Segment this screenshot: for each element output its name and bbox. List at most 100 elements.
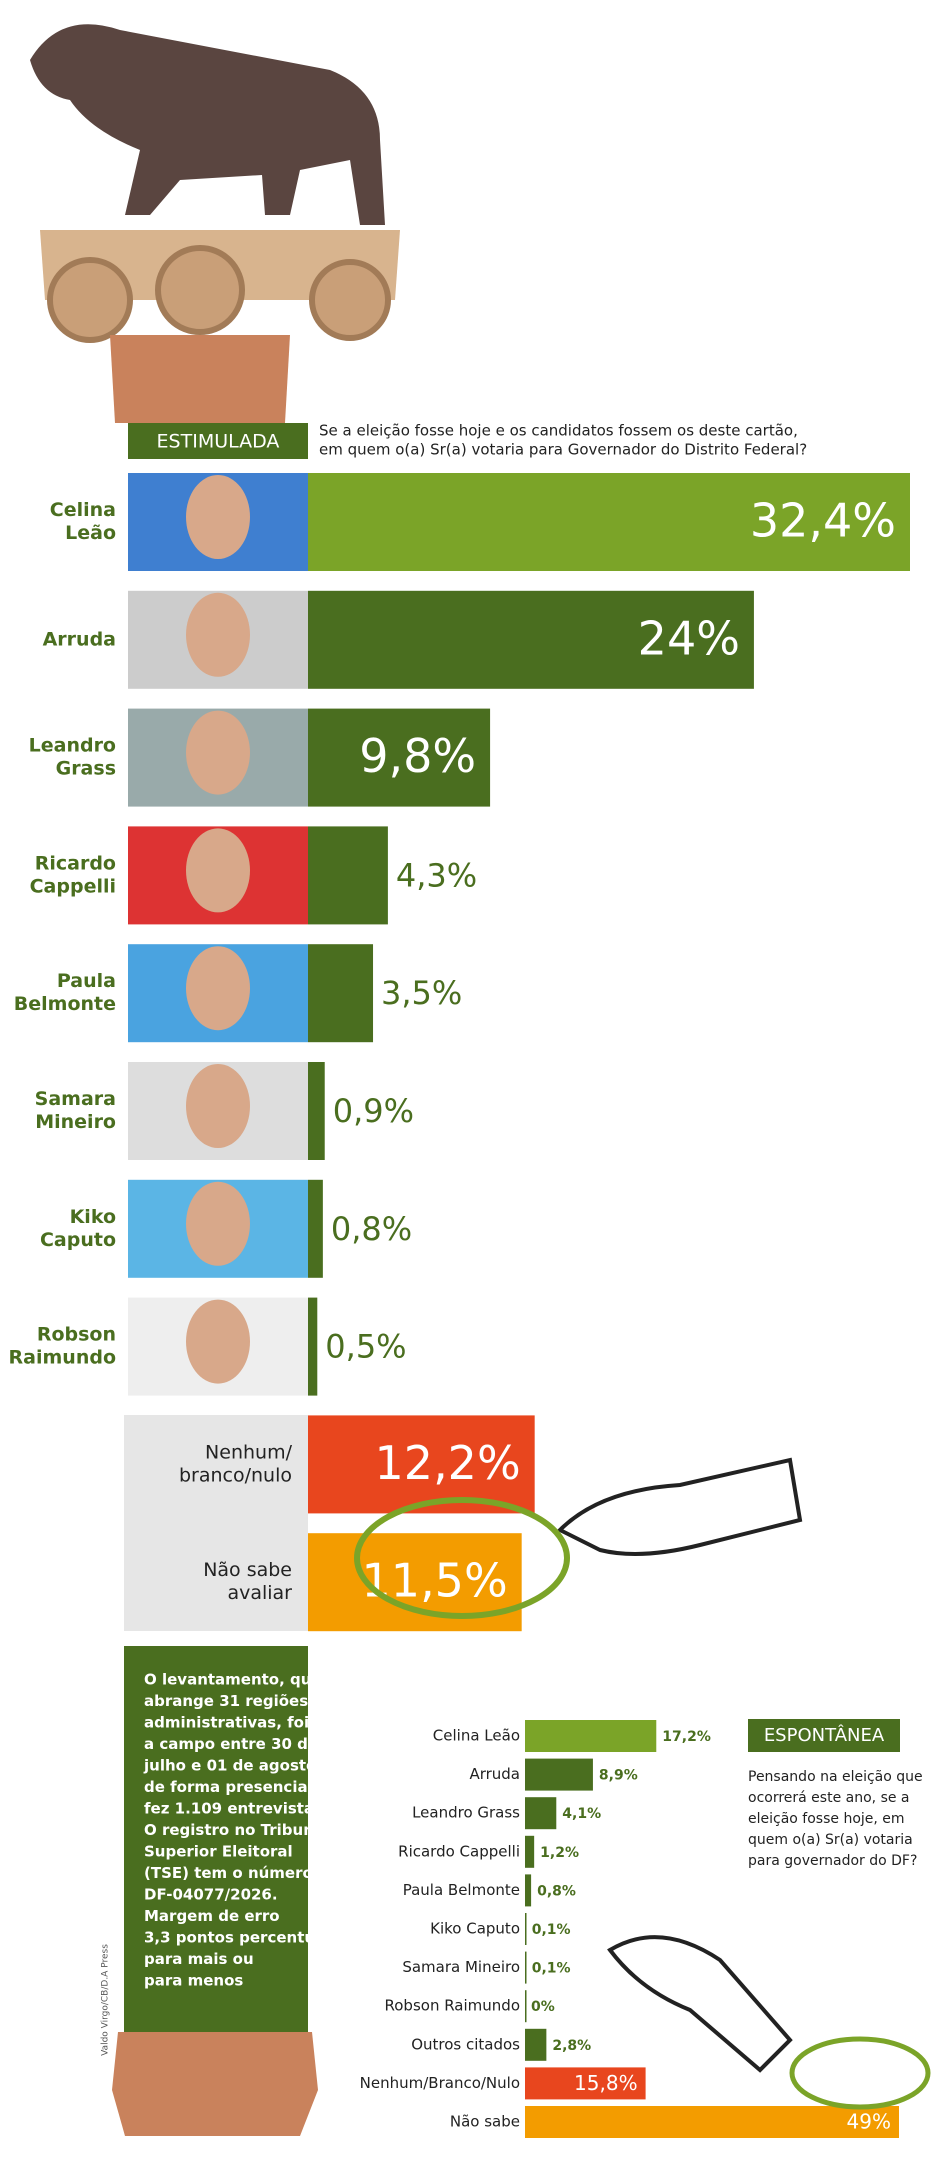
note-line: DF-04077/2026. — [144, 1886, 278, 1904]
highlight-circle — [354, 1497, 570, 1619]
value-label: 0,9% — [333, 1092, 414, 1130]
value-label: 0,5% — [325, 1328, 406, 1366]
value-label: 32,4% — [750, 494, 896, 548]
bar — [525, 1835, 535, 1868]
category-label: Belmonte — [14, 993, 116, 1015]
bar — [525, 1913, 527, 1945]
category-label: Celina — [50, 499, 116, 521]
category-label: Kiko Caputo — [430, 1920, 520, 1938]
bar — [308, 944, 374, 1043]
note-line: administrativas, foi — [144, 1714, 309, 1732]
value-label: 15,8% — [574, 2071, 638, 2095]
question: Pensando na eleição que — [748, 1769, 923, 1785]
category-label: Não sabe — [450, 2113, 520, 2131]
value-label: 49% — [847, 2110, 891, 2134]
credit: Valdo Virgo/CB/D.A Press — [101, 1944, 111, 2056]
question: Se a eleição fosse hoje e os candidatos … — [319, 422, 798, 440]
note-line: de forma presencial e — [144, 1778, 328, 1796]
category-label: Paula Belmonte — [403, 1881, 520, 1899]
tag-box — [128, 423, 308, 459]
tag-label: ESPONTÂNEA — [764, 1724, 885, 1746]
note-line: O levantamento, que — [144, 1671, 322, 1689]
value-label: 24% — [638, 611, 740, 665]
value-label: 0% — [531, 1999, 555, 2015]
value-label: 4,3% — [396, 856, 477, 894]
value-label: 1,2% — [540, 1845, 579, 1861]
tag-box — [748, 1719, 900, 1752]
category-label: Arruda — [43, 628, 116, 650]
category-label: Cappelli — [30, 875, 116, 897]
bar — [308, 1415, 535, 1514]
category-label: Leandro Grass — [412, 1804, 520, 1822]
value-label: 12,2% — [375, 1436, 521, 1490]
category-label: Ricardo — [35, 852, 116, 874]
bar — [308, 708, 491, 807]
value-label: 17,2% — [662, 1729, 711, 1745]
note-line: 3,3 pontos percentuais — [144, 1929, 339, 1947]
category-label: Caputo — [40, 1229, 116, 1251]
photo-face — [186, 1181, 250, 1266]
note-box — [124, 1646, 308, 2032]
value-label: 2,8% — [552, 2038, 591, 2054]
bar — [525, 1990, 527, 2023]
bar — [525, 1758, 593, 1791]
category-label: Grass — [56, 758, 116, 780]
value-label: 3,5% — [381, 974, 462, 1012]
note-line: O registro no Tribunal — [144, 1821, 329, 1839]
note-line: fez 1.109 entrevistas. — [144, 1800, 329, 1818]
bar — [525, 1720, 657, 1752]
question: em quem o(a) Sr(a) votaria para Governad… — [319, 441, 807, 459]
photo-face — [186, 828, 250, 913]
value-label: 8,9% — [599, 1768, 638, 1784]
category-label: branco/nulo — [179, 1464, 292, 1486]
value-label: 9,8% — [359, 729, 476, 783]
category-label: Outros citados — [411, 2035, 520, 2053]
category-label: avaliar — [227, 1582, 292, 1604]
note-line: para mais ou — [144, 1950, 254, 1968]
category-label: Ricardo Cappelli — [398, 1842, 520, 1860]
category-label: Paula — [57, 970, 116, 992]
note-line: julho e 01 de agosto, — [143, 1757, 322, 1775]
photo-face — [186, 710, 250, 795]
category-label: Leão — [65, 522, 116, 544]
tag-label: ESTIMULADA — [157, 431, 280, 453]
category-label: Mineiro — [35, 1111, 116, 1133]
note-line: Margem de erro — [144, 1907, 280, 1925]
question: quem o(a) Sr(a) votaria — [748, 1832, 913, 1848]
bar — [525, 2067, 646, 2100]
column-base — [112, 2032, 318, 2136]
category-label: Arruda — [469, 1765, 520, 1783]
other-box — [124, 1415, 308, 1631]
note-line: Superior Eleitoral — [144, 1843, 293, 1861]
category-label: Samara — [35, 1088, 116, 1110]
value-label: 0,1% — [532, 1961, 571, 1977]
note-line: (TSE) tem o número — [144, 1864, 313, 1882]
category-label: Kiko — [70, 1206, 116, 1228]
category-label: Leandro — [29, 735, 116, 757]
bar — [308, 1062, 325, 1160]
bar — [525, 2028, 547, 2061]
category-label: Raimundo — [9, 1347, 116, 1369]
photo-face — [186, 1064, 250, 1148]
question: eleição fosse hoje, em — [748, 1811, 905, 1827]
value-label: 0,8% — [537, 1883, 576, 1899]
bar — [525, 1951, 527, 1984]
category-label: Robson Raimundo — [385, 1997, 521, 2015]
category-label: Nenhum/Branco/Nulo — [360, 2074, 520, 2092]
note-line: a campo entre 30 de — [144, 1735, 318, 1753]
category-label: Samara Mineiro — [402, 1958, 520, 1976]
bar — [308, 1179, 323, 1278]
photo-face — [186, 475, 250, 559]
hand — [556, 1457, 803, 2073]
photo-face — [186, 592, 250, 677]
bar — [308, 1297, 318, 1396]
statue — [30, 24, 400, 423]
value-label: 0,1% — [532, 1922, 571, 1938]
photo-face — [186, 946, 250, 1031]
question: ocorrerá este ano, se a — [748, 1790, 910, 1806]
category-label: Nenhum/ — [205, 1441, 293, 1463]
photo-face — [186, 1299, 250, 1384]
bar — [308, 473, 910, 571]
bar — [308, 826, 388, 925]
